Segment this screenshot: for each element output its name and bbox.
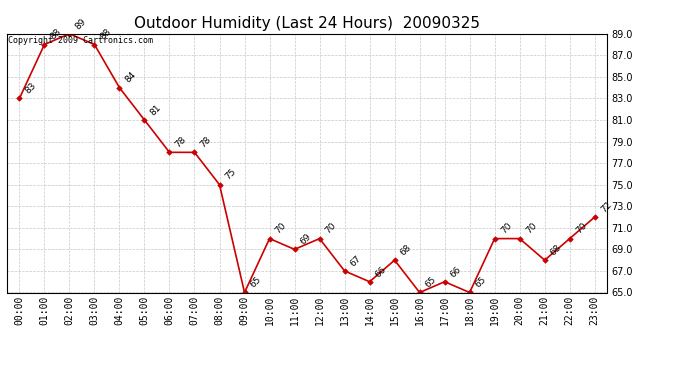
Text: 68: 68 xyxy=(399,243,413,257)
Text: 70: 70 xyxy=(499,221,513,236)
Text: 66: 66 xyxy=(448,264,463,279)
Text: 81: 81 xyxy=(148,103,163,117)
Text: 69: 69 xyxy=(299,232,313,247)
Text: 84: 84 xyxy=(124,70,138,85)
Text: 65: 65 xyxy=(424,275,438,290)
Text: 72: 72 xyxy=(599,200,613,214)
Text: 68: 68 xyxy=(549,243,563,257)
Text: 78: 78 xyxy=(174,135,188,150)
Title: Outdoor Humidity (Last 24 Hours)  20090325: Outdoor Humidity (Last 24 Hours) 2009032… xyxy=(134,16,480,31)
Text: 67: 67 xyxy=(348,254,363,268)
Text: 88: 88 xyxy=(99,27,113,42)
Text: 70: 70 xyxy=(574,221,589,236)
Text: 70: 70 xyxy=(324,221,338,236)
Text: 65: 65 xyxy=(248,275,263,290)
Text: 78: 78 xyxy=(199,135,213,150)
Text: 88: 88 xyxy=(48,27,63,42)
Text: 89: 89 xyxy=(74,16,88,31)
Text: 70: 70 xyxy=(524,221,538,236)
Text: 83: 83 xyxy=(23,81,38,96)
Text: 66: 66 xyxy=(374,264,388,279)
Text: 70: 70 xyxy=(274,221,288,236)
Text: 65: 65 xyxy=(474,275,489,290)
Text: 75: 75 xyxy=(224,167,238,182)
Text: Copyright 2009 Cartronics.com: Copyright 2009 Cartronics.com xyxy=(8,36,153,45)
